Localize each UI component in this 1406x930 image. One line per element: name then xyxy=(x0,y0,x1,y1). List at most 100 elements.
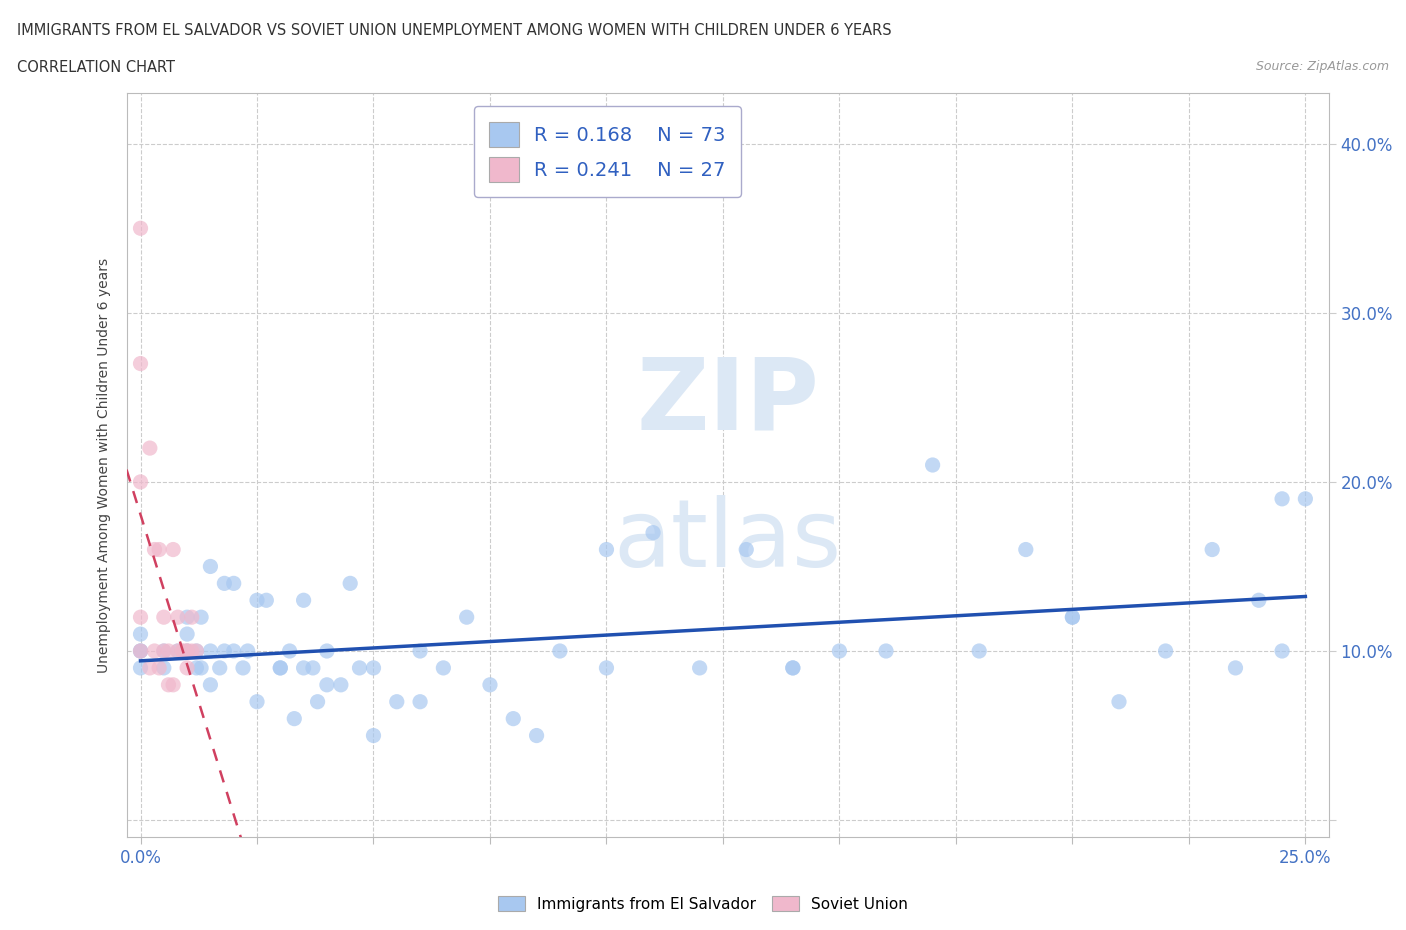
Point xyxy=(315,644,337,658)
Point xyxy=(689,660,711,675)
Point xyxy=(129,644,152,658)
Point xyxy=(129,644,152,658)
Point xyxy=(1062,610,1084,625)
Text: IMMIGRANTS FROM EL SALVADOR VS SOVIET UNION UNEMPLOYMENT AMONG WOMEN WITH CHILDR: IMMIGRANTS FROM EL SALVADOR VS SOVIET UN… xyxy=(17,23,891,38)
Point xyxy=(967,644,990,658)
Point xyxy=(208,660,231,675)
Point xyxy=(176,660,198,675)
Point xyxy=(166,644,188,658)
Point xyxy=(1271,644,1294,658)
Point xyxy=(186,660,208,675)
Point xyxy=(735,542,758,557)
Text: atlas: atlas xyxy=(613,495,842,587)
Point xyxy=(190,610,212,625)
Point xyxy=(214,576,236,591)
Point xyxy=(186,644,208,658)
Point xyxy=(526,728,548,743)
Point xyxy=(1247,592,1270,607)
Point xyxy=(409,695,432,710)
Point xyxy=(502,711,524,726)
Point xyxy=(129,474,152,489)
Point xyxy=(329,677,352,692)
Point xyxy=(153,610,176,625)
Point xyxy=(143,542,166,557)
Point xyxy=(349,660,371,675)
Point xyxy=(214,644,236,658)
Point xyxy=(302,660,325,675)
Point xyxy=(782,660,804,675)
Point xyxy=(1201,542,1223,557)
Point xyxy=(222,644,245,658)
Point xyxy=(283,711,305,726)
Point xyxy=(190,660,212,675)
Point xyxy=(1294,491,1316,506)
Point xyxy=(432,660,454,675)
Point xyxy=(595,660,617,675)
Point xyxy=(139,441,162,456)
Point xyxy=(148,542,170,557)
Point xyxy=(292,592,315,607)
Point xyxy=(200,644,222,658)
Point xyxy=(548,644,571,658)
Point xyxy=(232,660,254,675)
Point xyxy=(153,660,176,675)
Point xyxy=(180,644,202,658)
Point xyxy=(595,542,617,557)
Point xyxy=(139,660,162,675)
Point xyxy=(148,660,170,675)
Legend: R = 0.168    N = 73, R = 0.241    N = 27: R = 0.168 N = 73, R = 0.241 N = 27 xyxy=(474,106,741,197)
Legend: Immigrants from El Salvador, Soviet Union: Immigrants from El Salvador, Soviet Unio… xyxy=(492,889,914,918)
Point xyxy=(254,592,277,607)
Point xyxy=(1154,644,1177,658)
Text: ZIP: ZIP xyxy=(636,353,820,450)
Point xyxy=(176,644,198,658)
Point xyxy=(153,644,176,658)
Point xyxy=(363,728,385,743)
Point xyxy=(292,660,315,675)
Point xyxy=(180,610,202,625)
Point xyxy=(129,660,152,675)
Point xyxy=(1108,695,1130,710)
Point xyxy=(307,695,329,710)
Point xyxy=(269,660,291,675)
Point xyxy=(363,660,385,675)
Text: CORRELATION CHART: CORRELATION CHART xyxy=(17,60,174,75)
Point xyxy=(222,576,245,591)
Point xyxy=(200,677,222,692)
Text: Source: ZipAtlas.com: Source: ZipAtlas.com xyxy=(1256,60,1389,73)
Point xyxy=(129,627,152,642)
Point xyxy=(166,610,188,625)
Point xyxy=(143,644,166,658)
Point xyxy=(828,644,851,658)
Point xyxy=(1015,542,1038,557)
Point xyxy=(246,695,269,710)
Point xyxy=(456,610,478,625)
Point xyxy=(200,559,222,574)
Point xyxy=(339,576,361,591)
Point xyxy=(162,677,184,692)
Point xyxy=(129,220,152,235)
Point xyxy=(278,644,301,658)
Point xyxy=(246,592,269,607)
Point xyxy=(1062,610,1084,625)
Point xyxy=(269,660,291,675)
Point xyxy=(782,660,804,675)
Point xyxy=(172,644,194,658)
Point xyxy=(129,610,152,625)
Point xyxy=(176,644,198,658)
Point xyxy=(172,644,194,658)
Point xyxy=(176,644,198,658)
Point xyxy=(875,644,897,658)
Point xyxy=(186,644,208,658)
Point xyxy=(478,677,501,692)
Point xyxy=(129,644,152,658)
Point xyxy=(236,644,259,658)
Point xyxy=(409,644,432,658)
Point xyxy=(921,458,943,472)
Point xyxy=(166,644,188,658)
Y-axis label: Unemployment Among Women with Children Under 6 years: Unemployment Among Women with Children U… xyxy=(97,258,111,672)
Point xyxy=(315,677,337,692)
Point xyxy=(162,542,184,557)
Point xyxy=(1271,491,1294,506)
Point xyxy=(641,525,664,540)
